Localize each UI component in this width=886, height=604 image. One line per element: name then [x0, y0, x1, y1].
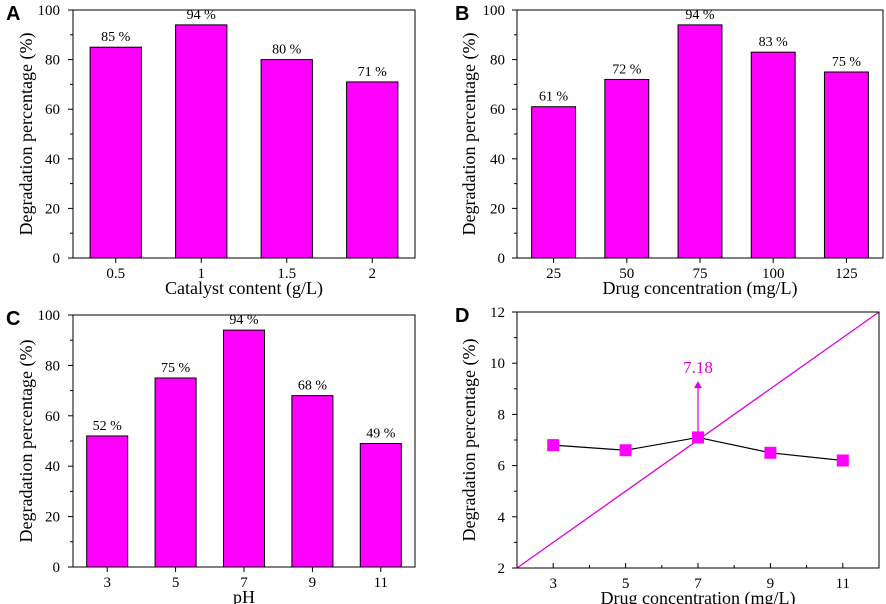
data-point: [692, 431, 704, 444]
data-label: 94 %: [229, 313, 259, 328]
annotation-label: 7.18: [683, 358, 713, 377]
bar: [86, 435, 129, 568]
bar: [222, 329, 266, 568]
data-label: 71 %: [358, 65, 388, 80]
x-axis-title: Drug concentration (mg/L): [601, 588, 796, 604]
data-label: 75 %: [832, 55, 862, 70]
data-label: 68 %: [298, 379, 328, 394]
x-tick-label: 0.5: [106, 266, 125, 282]
y-tick-label: 60: [490, 102, 505, 118]
bar: [677, 24, 723, 259]
bar: [750, 51, 796, 259]
bar: [346, 81, 399, 259]
x-tick-label: 5: [172, 575, 180, 591]
data-point: [547, 439, 560, 452]
y-tick-label: 40: [490, 152, 505, 168]
data-label: 85 %: [101, 30, 131, 45]
data-point: [764, 446, 777, 459]
chart-panel-c: 52 % 75 % 94 % 68 % 49 % 0 20 40 60 80 100Degradat…: [6, 308, 416, 604]
bar: [175, 24, 228, 259]
y-tick-label: 10: [490, 356, 505, 372]
y-tick-label: 80: [45, 358, 60, 374]
y-tick-label: 6: [498, 459, 506, 475]
bar: [260, 59, 313, 259]
y-tick-label: 100: [38, 308, 61, 324]
x-tick-label: 2: [369, 266, 377, 282]
y-tick-label: 12: [490, 305, 505, 321]
y-tick-label: 80: [490, 53, 505, 69]
chart-panel-b: 61 %72 %94 %83 %75 %020406080100Degradat…: [455, 3, 884, 299]
x-axis-title: Drug concentration (mg/L): [603, 278, 798, 299]
bar: [823, 71, 869, 259]
y-tick-label: 40: [45, 152, 60, 168]
data-label: 94 %: [187, 8, 217, 23]
x-tick-label: 3: [103, 575, 111, 591]
bar: [604, 78, 650, 259]
data-label: 94 %: [685, 8, 715, 23]
y-tick-label: 0: [53, 251, 61, 267]
y-tick-label: 100: [483, 3, 506, 19]
panel-letter: A: [6, 3, 20, 25]
x-axis-title: pH: [233, 587, 255, 604]
y-tick-label: 60: [45, 102, 60, 118]
annotation-arrowhead: [694, 381, 702, 389]
y-tick-label: 20: [45, 510, 60, 526]
bar: [359, 443, 402, 568]
x-tick-label: 11: [836, 576, 850, 592]
x-axis-title: Catalyst content (g/L): [165, 278, 323, 299]
x-tick-label: 5: [622, 576, 630, 592]
x-tick-label: 100: [762, 266, 785, 282]
y-tick-label: 80: [45, 53, 60, 69]
y-tick-label: 0: [498, 251, 506, 267]
y-axis-title: Degradation percentage (%): [16, 340, 37, 543]
y-axis-title: Degradation percentage (%): [459, 33, 480, 236]
x-tick-label: 3: [549, 576, 557, 592]
y-tick-label: 60: [45, 409, 60, 425]
data-label: 80 %: [272, 43, 302, 58]
y-tick-label: 100: [38, 3, 61, 19]
bar: [154, 377, 197, 568]
x-tick-label: 25: [546, 266, 561, 282]
data-label: 75 %: [161, 361, 191, 376]
y-tick-label: 40: [45, 459, 60, 475]
x-tick-label: 11: [374, 575, 388, 591]
data-label: 61 %: [539, 90, 569, 105]
bar: [531, 106, 577, 259]
y-axis-title: Degradation percentage (%): [459, 339, 480, 542]
bar: [89, 46, 142, 259]
bar: [291, 395, 334, 568]
y-tick-label: 8: [498, 407, 506, 423]
y-tick-label: 0: [53, 560, 61, 576]
y-tick-label: 2: [498, 561, 506, 577]
x-tick-label: 7: [240, 575, 248, 591]
data-label: 49 %: [366, 427, 396, 442]
y-tick-label: 20: [45, 201, 60, 217]
data-label: 83 %: [759, 35, 789, 50]
x-tick-label: 1: [198, 266, 206, 282]
data-label: 52 %: [93, 419, 123, 434]
x-tick-label: 1.5: [277, 266, 296, 282]
x-tick-label: 75: [693, 266, 708, 282]
y-tick-label: 20: [490, 201, 505, 217]
x-tick-label: 7: [694, 576, 702, 592]
chart-panel-a: 85 % 94 % 80 % 71 % 0 20 40 60 80 100Degradation …: [6, 3, 416, 299]
panel-letter: C: [6, 308, 20, 330]
data-point: [619, 444, 632, 457]
panel-letter: B: [455, 3, 469, 25]
data-point: [836, 454, 849, 467]
y-axis-title: Degradation percentage (%): [16, 33, 37, 236]
x-tick-label: 9: [309, 575, 317, 591]
y-tick-label: 4: [498, 510, 506, 526]
x-tick-label: 125: [835, 266, 858, 282]
data-label: 72 %: [612, 62, 642, 77]
x-tick-label: 9: [767, 576, 775, 592]
panel-letter: D: [455, 305, 469, 327]
x-tick-label: 50: [619, 266, 634, 282]
chart-panel-d: 7.18 2 4 6 8 10 12 Degradation percentage (%) Dr…: [455, 305, 880, 604]
